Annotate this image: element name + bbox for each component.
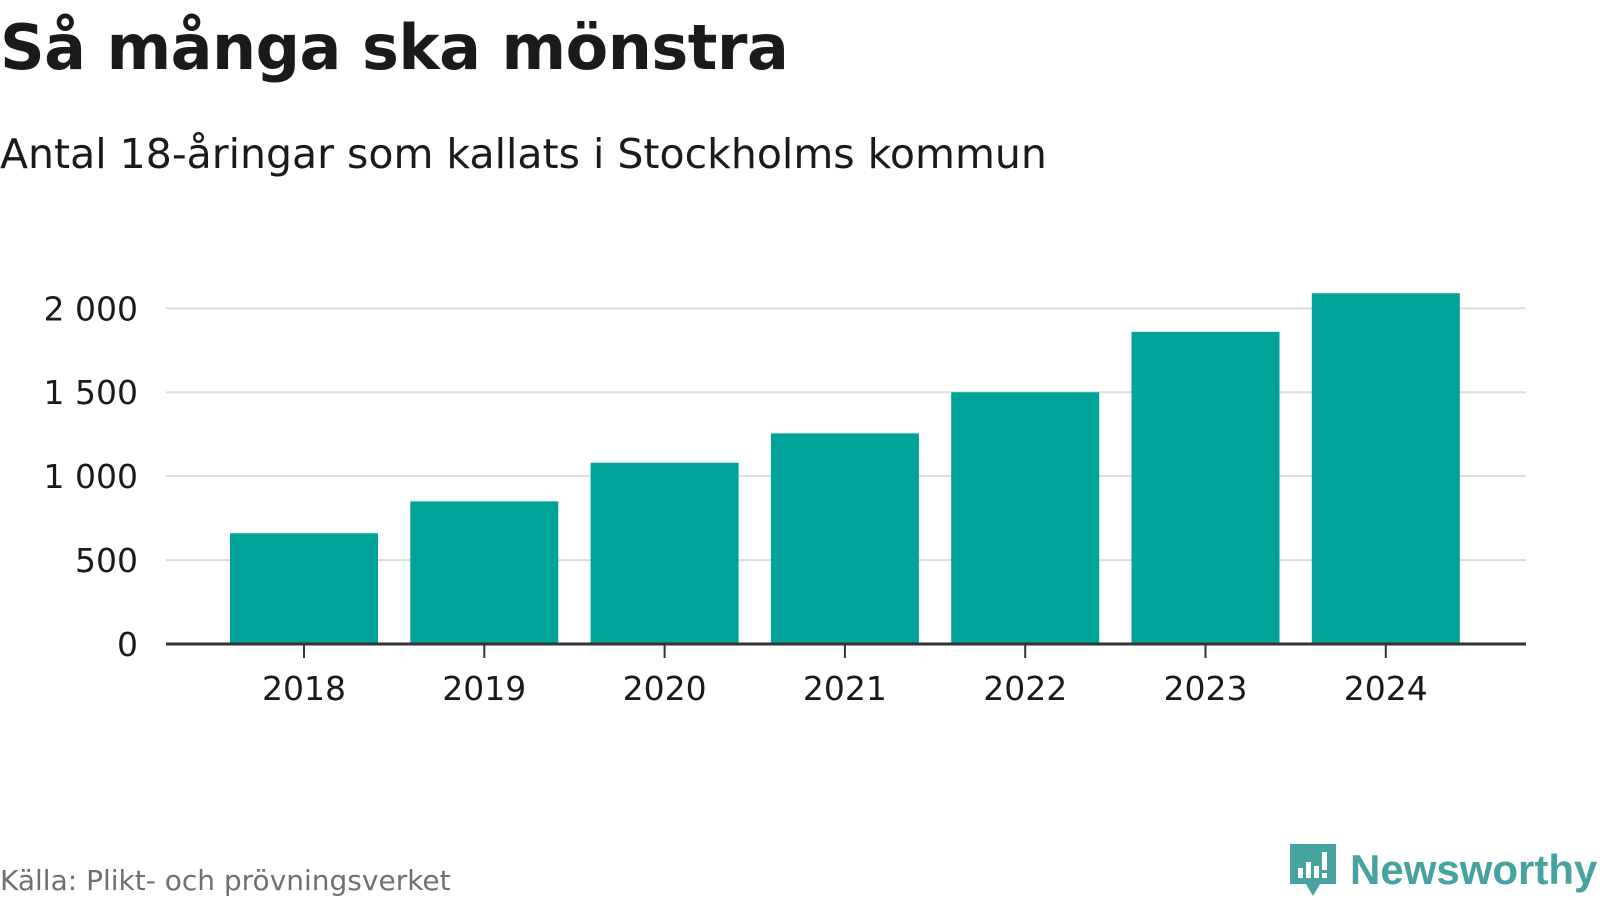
bar-2024 xyxy=(1311,293,1460,644)
bar-2022 xyxy=(951,392,1100,644)
x-tick-label: 2021 xyxy=(803,669,887,708)
y-tick-label: 2 000 xyxy=(44,289,138,328)
x-tick-label: 2019 xyxy=(442,669,526,708)
y-tick-label: 0 xyxy=(117,625,138,664)
bar-2021 xyxy=(770,433,919,644)
x-tick-label: 2023 xyxy=(1164,669,1248,708)
axes: 0 500 1 000 1 500 2 000 2018 2019 2020 2021 2022 2… xyxy=(44,289,1526,708)
x-tick-label: 2022 xyxy=(983,669,1067,708)
bar-2020 xyxy=(590,462,739,644)
x-tick-label: 2024 xyxy=(1344,669,1428,708)
brand-name: Newsworthy xyxy=(1350,846,1598,893)
brand-logo: Newsworthy xyxy=(1288,840,1597,900)
chart-title: Så många ska mönstra xyxy=(0,11,789,84)
y-tick-label: 1 500 xyxy=(44,373,138,412)
x-tick-label: 2020 xyxy=(623,669,707,708)
newsworthy-logo-icon xyxy=(1290,844,1336,896)
bar-2018 xyxy=(230,533,378,644)
y-tick-label: 1 000 xyxy=(44,457,138,496)
bar-2023 xyxy=(1131,331,1280,644)
y-tick-label: 500 xyxy=(75,541,138,580)
bars xyxy=(230,293,1460,644)
x-tick-label: 2018 xyxy=(262,669,346,708)
bar-2019 xyxy=(410,501,559,644)
chart-subtitle: Antal 18-åringar som kallats i Stockholm… xyxy=(0,130,1047,178)
source-note: Källa: Plikt- och prövningsverket xyxy=(0,864,451,897)
